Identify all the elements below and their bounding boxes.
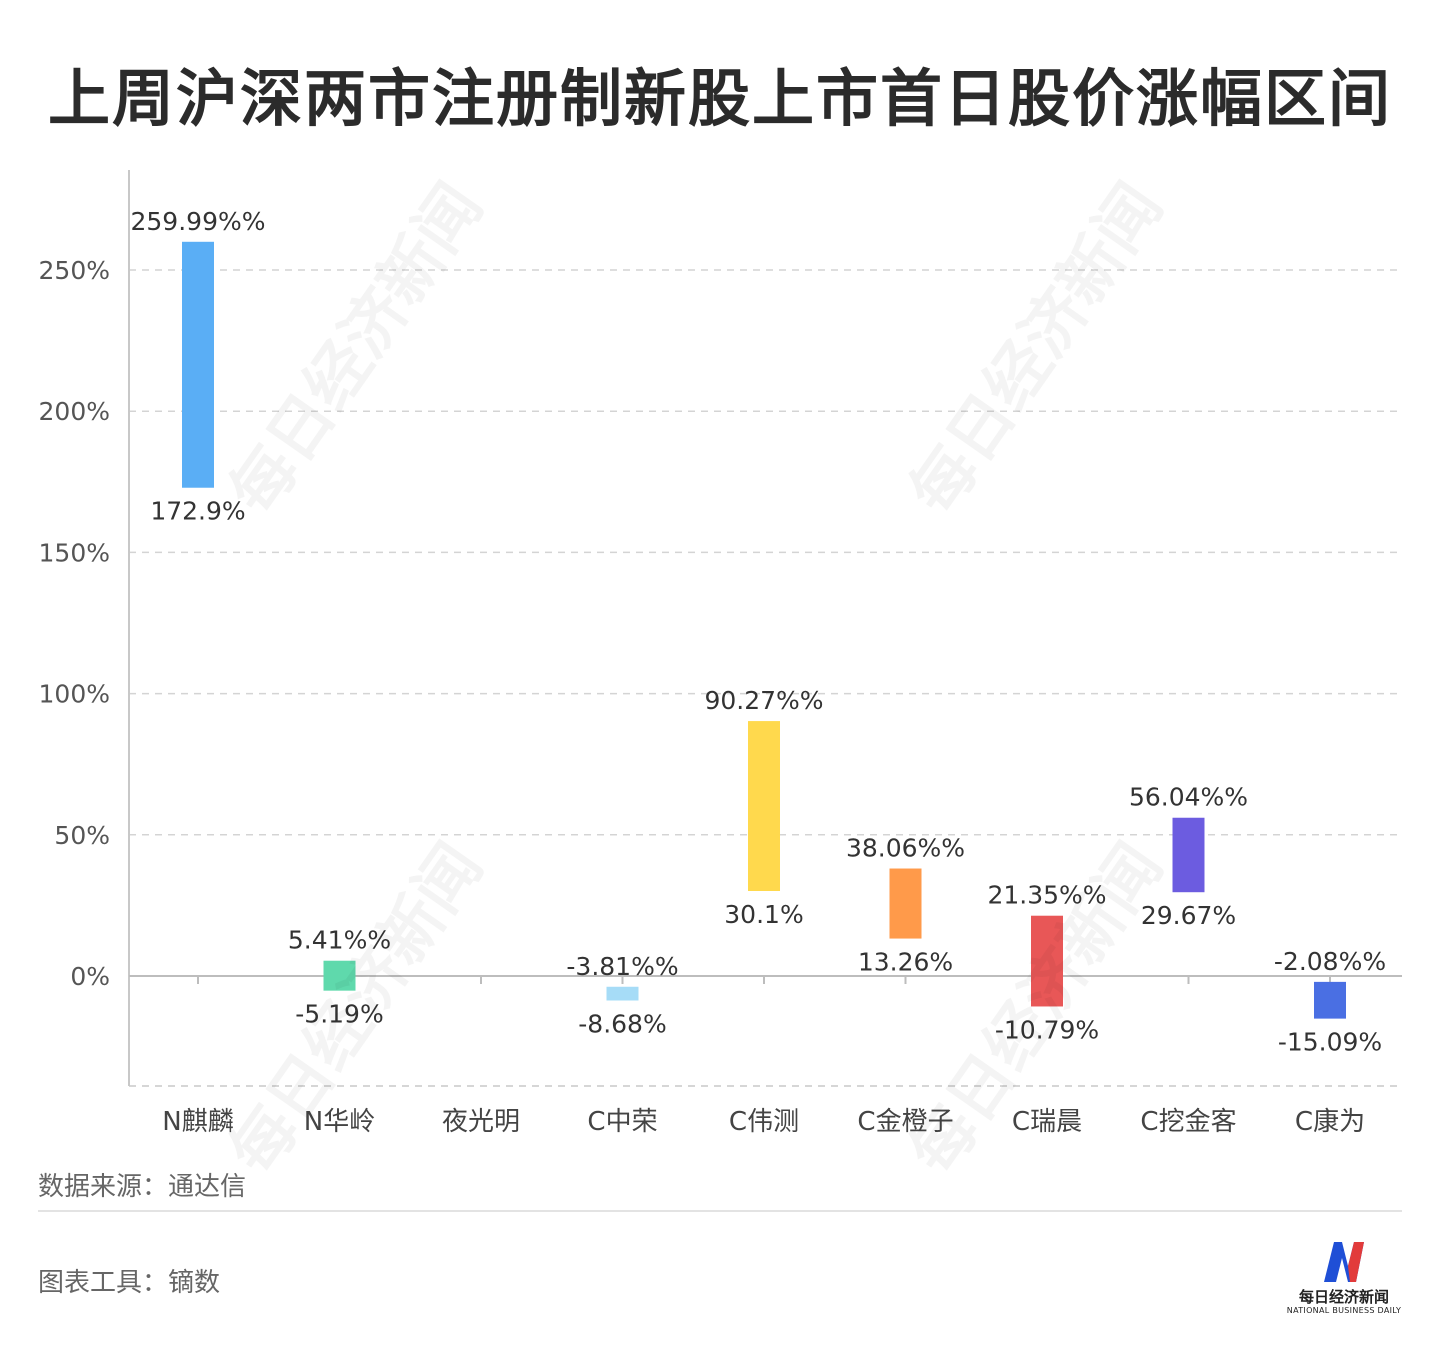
y-tick-label: 50% [54, 821, 110, 850]
y-tick-label: 100% [39, 680, 110, 709]
range-bar [748, 721, 780, 891]
range-bar-chart: 0% 50% 100% 150% 200% 250% N麒麟 259.99%% 172.9% N华… [39, 170, 1402, 1137]
range-bar [1031, 915, 1063, 1007]
bar-high-label: -3.81%% [566, 952, 678, 981]
bar-low-label: 30.1% [724, 900, 803, 929]
x-tick-label: C金橙子 [857, 1107, 953, 1137]
bar-high-label: 38.06%% [846, 834, 965, 863]
x-tick-label: N华岭 [304, 1107, 375, 1137]
bar-high-label: 5.41%% [288, 926, 391, 955]
range-bar [323, 960, 356, 991]
range-bar [1172, 817, 1205, 893]
bar-low-label: -10.79% [995, 1015, 1099, 1044]
bar-low-label: -5.19% [295, 1000, 383, 1029]
footer-divider [38, 1210, 1402, 1212]
y-tick-label: 200% [39, 397, 110, 426]
bar-low-label: 13.26% [858, 948, 953, 977]
nbd-logo: 每日经济新闻 NATIONAL BUSINESS DAILY [1286, 1236, 1402, 1316]
range-bar [1314, 981, 1346, 1019]
bar-low-label: 29.67% [1141, 901, 1236, 930]
range-bar [889, 868, 922, 939]
chart-tool-label: 图表工具：镝数 [38, 1268, 221, 1298]
logo-english-text: NATIONAL BUSINESS DAILY [1286, 1306, 1402, 1315]
y-tick-label: 0% [70, 962, 110, 991]
logo-chinese-text: 每日经济新闻 [1298, 1288, 1389, 1306]
nbd-logo-mark-icon [1324, 1242, 1364, 1282]
x-tick-label: C伟测 [729, 1107, 799, 1137]
bar-low-label: -8.68% [578, 1010, 666, 1039]
bar-high-label: 90.27%% [704, 686, 823, 715]
x-tick-label: C中荣 [587, 1107, 657, 1137]
range-bar [182, 241, 214, 488]
y-tick-label: 150% [39, 538, 110, 567]
y-tick-label: 250% [39, 256, 110, 285]
range-bar [606, 986, 639, 1001]
x-tick-label: C瑞晨 [1012, 1107, 1082, 1137]
bar-high-label: 56.04%% [1129, 783, 1248, 812]
x-tick-label: C挖金客 [1140, 1107, 1236, 1137]
bar-high-label: 21.35%% [987, 881, 1106, 910]
bar-high-label: -2.08%% [1274, 947, 1386, 976]
chart-title: 上周沪深两市注册制新股上市首日股价涨幅区间 [47, 62, 1392, 135]
data-source-label: 数据来源：通达信 [38, 1172, 247, 1202]
bar-low-label: 172.9% [150, 497, 245, 526]
x-tick-label: 夜光明 [442, 1107, 520, 1137]
bar-low-label: -15.09% [1278, 1028, 1382, 1057]
bar-high-label: 259.99%% [131, 207, 266, 236]
x-tick-label: C康为 [1295, 1107, 1365, 1137]
x-tick-label: N麒麟 [162, 1107, 233, 1137]
